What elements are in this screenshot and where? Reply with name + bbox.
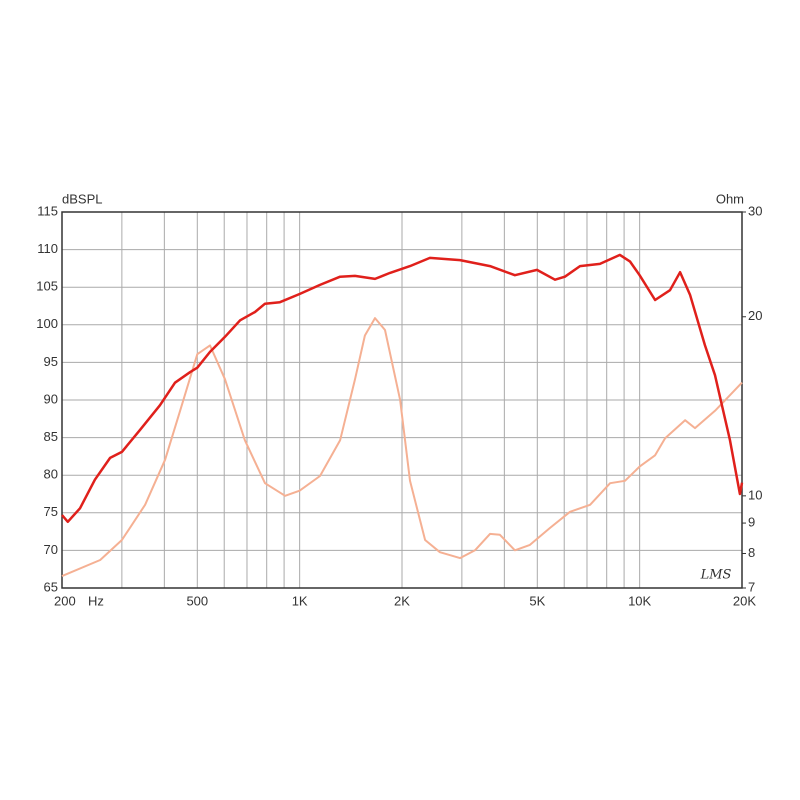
y2-tick-label: 10 bbox=[748, 487, 762, 502]
y-axis-label: dBSPL bbox=[62, 191, 102, 206]
y-tick-label: 85 bbox=[44, 429, 58, 444]
y-tick-label: 100 bbox=[36, 316, 58, 331]
y-tick-label: 95 bbox=[44, 354, 58, 369]
x-tick-label: 20K bbox=[733, 593, 756, 608]
series-line bbox=[61, 253, 744, 524]
y-tick-label: 115 bbox=[37, 203, 58, 218]
x-axis-label: Hz bbox=[88, 593, 104, 608]
x-tick-label: 1K bbox=[292, 593, 308, 608]
y-tick-label: 75 bbox=[44, 504, 58, 519]
y2-tick-label: 9 bbox=[748, 515, 755, 530]
x-tick-label: 200 bbox=[54, 593, 76, 608]
series-line bbox=[61, 317, 743, 578]
y-tick-label: 105 bbox=[36, 279, 58, 294]
y2-tick-label: 8 bbox=[748, 545, 755, 560]
x-tick-label: 5K bbox=[529, 593, 545, 608]
y-tick-label: 110 bbox=[37, 241, 58, 256]
watermark: LMS bbox=[700, 568, 732, 583]
y-tick-label: 65 bbox=[44, 579, 58, 594]
x-tick-label: 2K bbox=[394, 593, 410, 608]
y2-tick-label: 7 bbox=[748, 579, 755, 594]
y2-tick-label: 20 bbox=[748, 308, 762, 323]
y-tick-label: 90 bbox=[44, 391, 58, 406]
x-tick-label: 10K bbox=[628, 593, 651, 608]
plot-frame bbox=[61, 211, 743, 589]
y2-tick-label: 30 bbox=[748, 203, 762, 218]
x-tick-label: 500 bbox=[186, 593, 208, 608]
y-tick-label: 70 bbox=[44, 542, 58, 557]
y2-axis-label: Ohm bbox=[716, 191, 744, 206]
y-tick-label: 80 bbox=[44, 467, 58, 482]
